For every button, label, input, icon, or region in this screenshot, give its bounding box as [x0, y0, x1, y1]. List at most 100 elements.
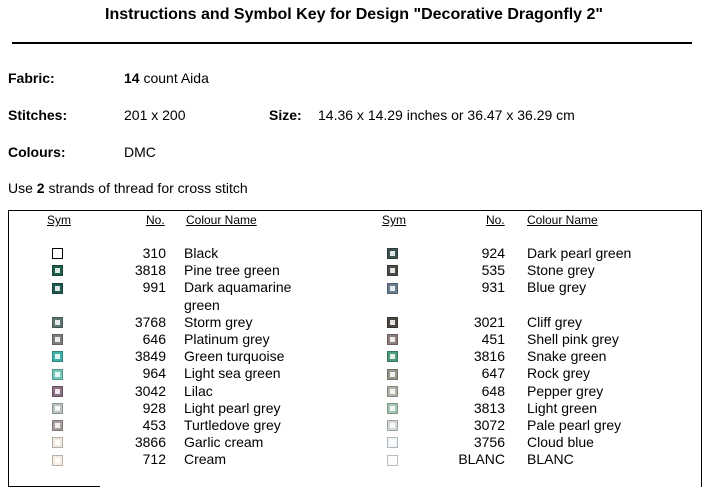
colour-name: Cloud blue: [527, 434, 594, 451]
header: Colour Name: [527, 213, 598, 227]
table-row: 928 Light pearl grey 3813 Light green: [8, 400, 700, 417]
value: 14 count Aida: [124, 70, 209, 86]
colour-no: 310: [142, 245, 166, 261]
sym-cell: [385, 365, 399, 382]
symbol-glyph: [389, 371, 395, 377]
colour-name: Platinum grey: [184, 331, 270, 348]
symbol: [51, 334, 63, 346]
colour-no: 3042: [134, 382, 166, 399]
symbol: [386, 282, 398, 294]
symbol-glyph: [54, 388, 60, 394]
symbol: [386, 368, 398, 380]
colour-name: Rock grey: [527, 365, 591, 382]
table-row: 712 Cream BLANC BLANC: [8, 451, 700, 468]
symbol-glyph: [54, 405, 60, 411]
colour-name: Light pearl grey: [184, 399, 281, 416]
symbol-glyph: [54, 285, 60, 291]
symbol: [386, 420, 398, 432]
sym-cell: [8, 314, 106, 331]
colour-name: Garlic cream: [184, 434, 264, 451]
symbol: [386, 437, 398, 449]
colour-name: Shell pink grey: [527, 331, 619, 348]
spacer: [304, 279, 385, 313]
value: 14: [124, 70, 140, 86]
sym-cell: [385, 434, 399, 451]
symbol: [386, 351, 398, 363]
colour-name: Storm grey: [184, 313, 253, 330]
colour-no: 646: [142, 331, 166, 348]
sym-cell: [385, 400, 399, 417]
header: No.: [486, 213, 505, 227]
table-foot: [8, 486, 100, 487]
sym-cell: [385, 314, 399, 331]
colour-no: 991: [142, 279, 166, 296]
symbol: [51, 368, 63, 380]
table-row: 3866 Garlic cream 3756 Cloud blue: [8, 434, 700, 451]
symbol-glyph: [389, 423, 395, 429]
table-row: 991 Dark aquamarine green 931 Blue grey: [8, 279, 700, 313]
header: Sym: [382, 213, 406, 227]
colour-name: Black: [184, 245, 219, 261]
table-rows: 310 Black 924 Dark pearl green 3818 Pine tree…: [8, 245, 700, 469]
value: DMC: [124, 144, 156, 160]
sym-cell: [385, 331, 399, 348]
colour-no: 451: [481, 331, 505, 348]
sym-cell: [8, 451, 106, 468]
spacer: [304, 383, 385, 400]
symbol-glyph: [389, 251, 395, 257]
table-row: 3768 Storm grey 3021 Cliff grey: [8, 314, 700, 331]
colour-name: Green turquoise: [184, 348, 285, 365]
spacer: [304, 348, 385, 365]
symbol: [51, 385, 63, 397]
colour-no: 712: [142, 451, 166, 468]
separator: [12, 42, 692, 44]
spacer: [304, 400, 385, 417]
sym-cell: [8, 348, 106, 365]
spacer: [304, 245, 385, 262]
label: Stitches:: [8, 107, 68, 123]
colour-no: 648: [481, 382, 505, 399]
symbol: [386, 334, 398, 346]
colour-name: Snake green: [527, 348, 607, 365]
colour-no: 535: [481, 262, 505, 279]
symbol: [51, 351, 63, 363]
value: 2: [36, 180, 45, 196]
colour-name: Pine tree green: [184, 262, 280, 279]
colour-no: 3816: [473, 348, 505, 365]
symbol-glyph: [389, 388, 395, 394]
table-row: 646 Platinum grey 451 Shell pink grey: [8, 331, 700, 348]
symbol: [51, 402, 63, 414]
spacer: [304, 451, 385, 468]
header: No.: [146, 213, 165, 227]
spacer: [304, 417, 385, 434]
spacer: [304, 314, 385, 331]
value: 201 x 200: [124, 107, 186, 123]
symbol-glyph: [389, 337, 395, 343]
sym-cell: [8, 245, 106, 262]
symbol-glyph: [389, 440, 395, 446]
symbol-glyph: [54, 423, 60, 429]
value: count Aida: [143, 70, 209, 86]
colour-name: Blue grey: [527, 279, 587, 296]
colour-no: 964: [142, 365, 166, 382]
symbol: [51, 437, 63, 449]
symbol: [51, 248, 63, 260]
colour-no: 3849: [134, 348, 166, 365]
sym-cell: [385, 279, 399, 296]
colour-name: Cream: [184, 451, 227, 468]
sym-cell: [8, 400, 106, 417]
colour-no: 3818: [134, 262, 166, 279]
colour-name: Turtledove grey: [184, 417, 281, 434]
colour-name: Pale pearl grey: [527, 417, 622, 434]
value: 14.36 x 14.29 inches or 36.47 x 36.29 cm: [318, 107, 575, 123]
title: Instructions and Symbol Key for Design "…: [105, 6, 603, 23]
note: Use 2 strands of thread for cross stitch: [8, 180, 248, 196]
colour-no: 3813: [473, 399, 505, 416]
colour-name: Cliff grey: [527, 313, 582, 330]
symbol-glyph: [54, 354, 60, 360]
spacer: [304, 434, 385, 451]
colour-no: 3866: [134, 434, 166, 451]
symbol-glyph: [54, 457, 60, 463]
colour-name: Dark aquamarine green: [184, 279, 292, 313]
